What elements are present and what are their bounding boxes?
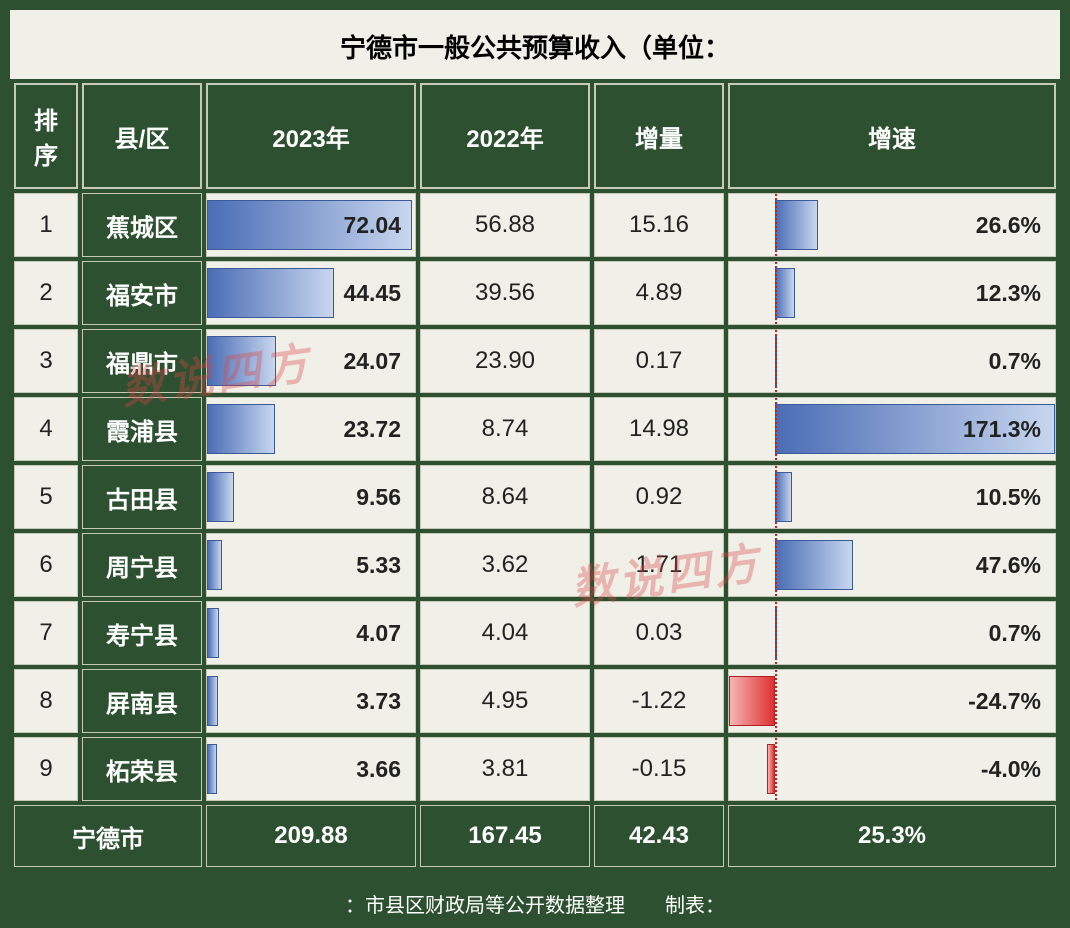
value-growth: 0.7% (729, 602, 1055, 664)
cell-rank: 4 (14, 397, 78, 461)
cell-delta: 1.71 (594, 533, 724, 597)
col-2023: 2023年 (206, 83, 416, 189)
total-label: 宁德市 (14, 805, 202, 867)
cell-growth: -4.0% (728, 737, 1056, 801)
cell-rank: 7 (14, 601, 78, 665)
col-delta: 增量 (594, 83, 724, 189)
total-delta: 42.43 (594, 805, 724, 867)
table-container: 排序 县/区 2023年 2022年 增量 增速 1蕉城区72.0456.881… (10, 79, 1060, 871)
value-2023: 5.33 (207, 534, 415, 596)
table-row: 9柘荣县3.663.81-0.15-4.0% (14, 737, 1056, 801)
cell-2022: 39.56 (420, 261, 590, 325)
cell-district: 霞浦县 (82, 397, 202, 461)
page-title: 宁德市一般公共预算收入（单位： (10, 10, 1060, 79)
cell-district: 蕉城区 (82, 193, 202, 257)
cell-delta: -1.22 (594, 669, 724, 733)
table-row: 6周宁县5.333.621.7147.6% (14, 533, 1056, 597)
value-2023: 24.07 (207, 330, 415, 392)
cell-growth: -24.7% (728, 669, 1056, 733)
cell-growth: 10.5% (728, 465, 1056, 529)
col-2022: 2022年 (420, 83, 590, 189)
cell-growth: 171.3% (728, 397, 1056, 461)
table-row: 8屏南县3.734.95-1.22-24.7% (14, 669, 1056, 733)
cell-rank: 3 (14, 329, 78, 393)
header-row: 排序 县/区 2023年 2022年 增量 增速 (14, 83, 1056, 189)
cell-delta: 0.92 (594, 465, 724, 529)
cell-growth: 0.7% (728, 329, 1056, 393)
value-growth: 10.5% (729, 466, 1055, 528)
value-growth: 171.3% (729, 398, 1055, 460)
col-growth: 增速 (728, 83, 1056, 189)
table-row: 3福鼎市24.0723.900.170.7% (14, 329, 1056, 393)
cell-2023: 9.56 (206, 465, 416, 529)
cell-rank: 5 (14, 465, 78, 529)
cell-district: 福鼎市 (82, 329, 202, 393)
cell-2022: 23.90 (420, 329, 590, 393)
cell-2022: 56.88 (420, 193, 590, 257)
cell-2022: 4.04 (420, 601, 590, 665)
cell-rank: 1 (14, 193, 78, 257)
value-2023: 3.66 (207, 738, 415, 800)
value-growth: 12.3% (729, 262, 1055, 324)
cell-rank: 9 (14, 737, 78, 801)
cell-district: 寿宁县 (82, 601, 202, 665)
cell-2023: 23.72 (206, 397, 416, 461)
cell-2023: 3.66 (206, 737, 416, 801)
table-row: 5古田县9.568.640.9210.5% (14, 465, 1056, 529)
value-growth: 47.6% (729, 534, 1055, 596)
value-2023: 9.56 (207, 466, 415, 528)
cell-2023: 5.33 (206, 533, 416, 597)
cell-growth: 12.3% (728, 261, 1056, 325)
col-rank: 排序 (14, 83, 78, 189)
cell-delta: 14.98 (594, 397, 724, 461)
cell-district: 屏南县 (82, 669, 202, 733)
budget-table: 排序 县/区 2023年 2022年 增量 增速 1蕉城区72.0456.881… (10, 79, 1060, 871)
cell-2023: 24.07 (206, 329, 416, 393)
cell-2023: 72.04 (206, 193, 416, 257)
cell-district: 古田县 (82, 465, 202, 529)
cell-2023: 4.07 (206, 601, 416, 665)
cell-delta: 0.17 (594, 329, 724, 393)
value-2023: 3.73 (207, 670, 415, 732)
cell-2022: 3.81 (420, 737, 590, 801)
value-2023: 72.04 (207, 194, 415, 256)
cell-district: 周宁县 (82, 533, 202, 597)
value-2023: 23.72 (207, 398, 415, 460)
cell-delta: 4.89 (594, 261, 724, 325)
table-row: 2福安市44.4539.564.8912.3% (14, 261, 1056, 325)
value-growth: -24.7% (729, 670, 1055, 732)
value-growth: 26.6% (729, 194, 1055, 256)
cell-2022: 8.64 (420, 465, 590, 529)
cell-2022: 4.95 (420, 669, 590, 733)
cell-rank: 8 (14, 669, 78, 733)
table-row: 4霞浦县23.728.7414.98171.3% (14, 397, 1056, 461)
value-2023: 44.45 (207, 262, 415, 324)
cell-rank: 6 (14, 533, 78, 597)
total-y2022: 167.45 (420, 805, 590, 867)
total-growth: 25.3% (728, 805, 1056, 867)
value-growth: -4.0% (729, 738, 1055, 800)
cell-2022: 3.62 (420, 533, 590, 597)
table-row: 7寿宁县4.074.040.030.7% (14, 601, 1056, 665)
cell-2022: 8.74 (420, 397, 590, 461)
footer-text: ：市县区财政局等公开数据整理 制表： (0, 871, 1070, 928)
cell-growth: 0.7% (728, 601, 1056, 665)
cell-delta: -0.15 (594, 737, 724, 801)
value-growth: 0.7% (729, 330, 1055, 392)
cell-district: 福安市 (82, 261, 202, 325)
value-2023: 4.07 (207, 602, 415, 664)
cell-delta: 15.16 (594, 193, 724, 257)
cell-growth: 26.6% (728, 193, 1056, 257)
cell-2023: 44.45 (206, 261, 416, 325)
cell-delta: 0.03 (594, 601, 724, 665)
cell-rank: 2 (14, 261, 78, 325)
total-y2023: 209.88 (206, 805, 416, 867)
table-row: 1蕉城区72.0456.8815.1626.6% (14, 193, 1056, 257)
total-row: 宁德市209.88167.4542.4325.3% (14, 805, 1056, 867)
cell-district: 柘荣县 (82, 737, 202, 801)
cell-growth: 47.6% (728, 533, 1056, 597)
col-district: 县/区 (82, 83, 202, 189)
cell-2023: 3.73 (206, 669, 416, 733)
